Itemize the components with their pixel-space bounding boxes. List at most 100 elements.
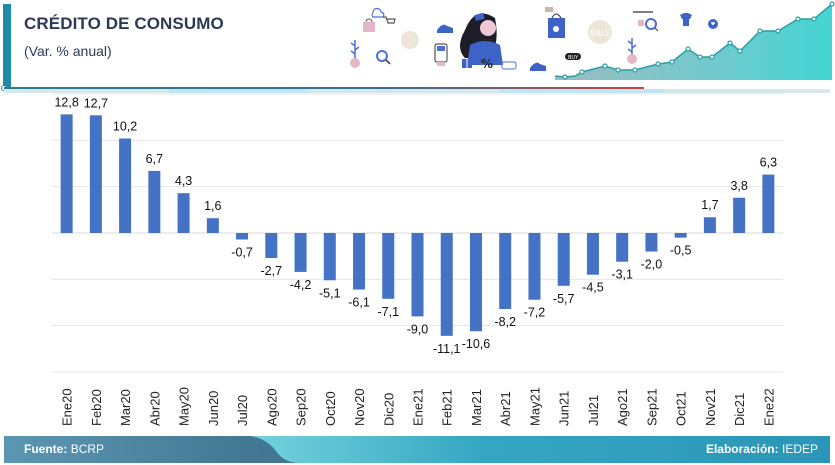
bar-Abr20 [148, 170, 161, 233]
bar-Feb20 [89, 115, 102, 233]
x-tick-label: Ene21 [411, 388, 426, 426]
plant-icon [350, 40, 360, 68]
data-label: -0,7 [231, 245, 253, 259]
bag-icon [363, 18, 375, 32]
bar-Sep20 [294, 233, 307, 272]
tshirt-icon [680, 13, 692, 26]
x-tick-label: Ago20 [264, 388, 279, 426]
bar-Jul21 [586, 233, 599, 275]
credit-label: Elaboración: [705, 442, 779, 456]
data-label: -9,0 [407, 322, 429, 336]
x-tick-label: Abr21 [498, 391, 513, 426]
x-tick-label: Dic21 [732, 393, 747, 426]
x-tick-label: Ago21 [615, 388, 630, 426]
data-label: 3,8 [730, 179, 747, 193]
x-tick-label: Jul20 [235, 395, 250, 426]
data-label: -4,2 [290, 278, 312, 292]
gift-icon [462, 59, 472, 68]
bar-Nov21 [703, 217, 716, 233]
x-tick-label: Ene20 [60, 388, 75, 426]
header-accent-bar [3, 4, 11, 87]
shopping-bag-icon [548, 13, 565, 38]
data-label: 6,3 [760, 156, 777, 170]
data-label: 4,3 [175, 174, 192, 188]
bar-May20 [177, 193, 190, 233]
data-label: -2,7 [261, 264, 283, 278]
footer-source: Fuente: BCRP [24, 442, 104, 456]
bar-Ago21 [616, 233, 629, 262]
sale-badge: SALE [588, 20, 612, 44]
bar-May21 [528, 233, 541, 300]
x-tick-label: Oct20 [323, 391, 338, 426]
shopping-illustration-banner: % SALE BUY [350, 1, 835, 80]
footer-band: Fuente: BCRP Elaboración: IEDEP [4, 436, 830, 463]
buy-badge: BUY [565, 53, 581, 61]
x-tick-label: Jun21 [557, 391, 572, 426]
footer-wave [250, 436, 830, 463]
bar-Oct21 [674, 233, 687, 238]
bar-Abr21 [499, 233, 512, 309]
bar-Feb21 [440, 233, 453, 336]
heart-icon [708, 19, 718, 29]
bar-Mar20 [119, 138, 132, 233]
x-tick-label: Sep21 [644, 388, 659, 426]
credit-value: IEDEP [781, 442, 818, 456]
bar-Ago20 [265, 233, 278, 259]
dot-decoration [401, 31, 419, 49]
payment-terminal-icon [434, 43, 448, 66]
x-tick-label: Ene22 [761, 388, 776, 426]
chart-title: CRÉDITO DE CONSUMO [24, 14, 224, 33]
search-icon [376, 50, 391, 65]
x-tick-label: May21 [527, 387, 542, 426]
sneaker-icon-2 [530, 62, 546, 71]
source-value: BCRP [70, 442, 105, 456]
data-label: -5,7 [553, 292, 575, 306]
source-label: Fuente: [24, 442, 68, 456]
data-label: -8,2 [494, 315, 516, 329]
x-tick-label: Sep20 [294, 388, 309, 426]
bar-Jul20 [236, 233, 249, 240]
bar-Mar21 [469, 233, 482, 332]
bar-Dic21 [733, 197, 746, 233]
bar-Oct20 [323, 233, 336, 281]
data-label: -4,5 [582, 281, 604, 295]
data-label: -10,6 [462, 337, 491, 351]
data-label: -7,2 [524, 306, 546, 320]
data-label: -5,1 [319, 286, 341, 300]
bar-chart: 12,8 Ene20 12,7 Feb20 10,2 Mar20 6,7 Abr20 4,3 Ma… [52, 93, 783, 426]
price-tag-icon [501, 61, 517, 70]
x-tick-label: Oct21 [674, 391, 689, 426]
x-tick-label: Mar21 [469, 389, 484, 426]
footer-credit: Elaboración: IEDEP [706, 442, 818, 456]
bar-Sep21 [645, 233, 658, 252]
drone-search-icon [633, 11, 659, 32]
data-label: -0,5 [670, 244, 692, 258]
cloud-icon [371, 7, 385, 18]
data-label: -11,1 [433, 342, 461, 356]
header-divider [4, 87, 644, 89]
growth-area-illustration [555, 4, 832, 80]
plant-icon-2 [627, 38, 637, 64]
data-label: -7,1 [377, 305, 399, 319]
chart-subtitle: (Var. % anual) [24, 43, 112, 59]
data-label: 12,7 [84, 96, 108, 110]
x-tick-label: Nov20 [352, 388, 367, 426]
bar-Jun20 [206, 218, 219, 233]
x-tick-label: Jul21 [586, 395, 601, 426]
svg-text:BUY: BUY [568, 55, 579, 61]
woman-with-card-illustration [460, 12, 503, 65]
data-label: -3,1 [611, 268, 633, 282]
cart-icon [383, 16, 396, 24]
x-tick-label: Dic20 [381, 393, 396, 426]
data-label: 10,2 [113, 119, 137, 133]
x-tick-label: May20 [177, 387, 192, 426]
x-tick-label: Feb21 [440, 389, 455, 426]
data-label: 1,6 [204, 199, 221, 213]
bar-Ene21 [411, 233, 424, 317]
bar-Ene22 [762, 174, 775, 233]
bar-Jun21 [557, 233, 570, 286]
bar-Nov20 [353, 233, 366, 290]
data-label: 12,8 [54, 95, 78, 109]
x-tick-label: Feb20 [89, 389, 104, 426]
data-label: 1,7 [701, 198, 718, 212]
